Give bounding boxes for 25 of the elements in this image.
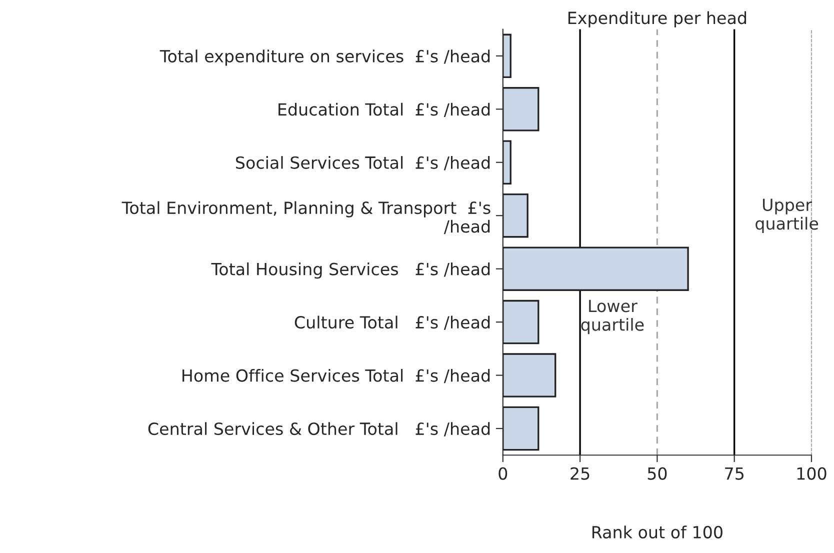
y-tick-label: Culture Total £'s /head <box>294 316 490 330</box>
bar <box>502 34 512 78</box>
bar <box>502 246 689 291</box>
chart-title: Expenditure per head <box>568 11 746 28</box>
x-tick-label: 100 <box>797 467 826 480</box>
y-tick-label: Social Services Total £'s /head <box>236 156 490 170</box>
ref-line-label: Upper quartile <box>756 198 818 233</box>
y-tick-label: Education Total £'s /head <box>278 102 490 118</box>
bar <box>502 353 556 398</box>
bar <box>502 193 528 238</box>
y-tick-label: Total Environment, Planning & Transport £'s /head <box>122 201 490 234</box>
x-tick-label: 25 <box>570 467 590 480</box>
x-tick-label: 0 <box>498 467 508 480</box>
ref-line-label: Lower quartile <box>581 300 644 334</box>
y-tick-label: Home Office Services Total £'s /head <box>182 368 490 384</box>
bar <box>502 87 540 132</box>
x-axis-title: Rank out of 100 <box>592 526 722 538</box>
x-tick-label: 75 <box>725 467 744 480</box>
bar <box>502 140 512 184</box>
bar <box>502 406 540 451</box>
y-tick-label: Central Services & Other Total £'s /head <box>148 422 490 436</box>
y-tick-label: Total Housing Services £'s /head <box>211 262 490 279</box>
x-tick-label: 50 <box>648 467 667 480</box>
bar <box>502 300 540 344</box>
y-tick-label: Total expenditure on services £'s /head <box>160 50 490 66</box>
